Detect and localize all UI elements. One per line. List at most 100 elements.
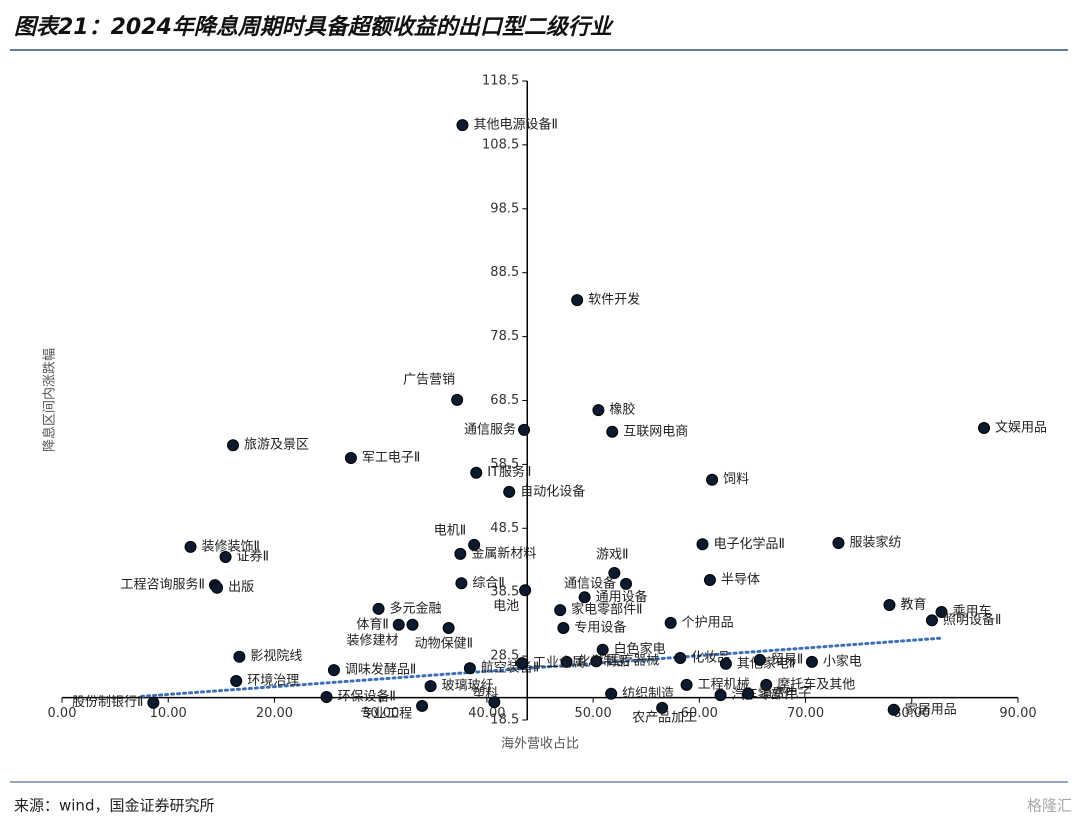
point-label: 装修建材 <box>347 633 399 648</box>
point <box>696 538 709 551</box>
source: 来源：wind，国金证券研究所 <box>14 797 214 815</box>
point <box>518 423 531 436</box>
point <box>680 678 693 691</box>
x-tick-label: 30.00 <box>362 706 399 721</box>
point-label: 工程机械 <box>698 677 750 692</box>
point-label: 白色家电 <box>614 641 666 657</box>
point-label: 塑料 <box>472 687 498 702</box>
y-tick-label: 48.5 <box>490 521 519 536</box>
point-label: 调味发酵品Ⅱ <box>345 662 416 678</box>
point <box>935 606 948 619</box>
point-label: 照明设备Ⅱ <box>943 612 1001 628</box>
point <box>590 655 603 668</box>
y-tick-label: 88.5 <box>490 265 519 280</box>
point <box>211 581 224 594</box>
point-label: 医疗器械 <box>607 654 659 669</box>
point <box>554 604 567 617</box>
y-tick-label: 58.5 <box>490 457 519 472</box>
point-label: 综合Ⅱ <box>472 576 504 591</box>
point-label: 服装家纺 <box>849 534 901 550</box>
x-tick-label: 70.00 <box>787 706 824 721</box>
point <box>219 551 232 564</box>
y-tick-label: 68.5 <box>490 393 519 408</box>
point <box>468 538 481 551</box>
point-label: 教育 <box>900 596 926 612</box>
title: 图表21：2024年降息周期时具备超额收益的出口型二级行业 <box>14 14 615 40</box>
point-label: 贸易Ⅱ <box>771 652 803 667</box>
point-label: 其他家电Ⅱ <box>737 655 795 671</box>
point-label: 玻璃玻纤 <box>442 679 494 694</box>
point-label: 影视院线 <box>250 649 302 664</box>
x-tick-label: 10.00 <box>150 706 187 721</box>
point <box>233 650 246 663</box>
point <box>557 621 570 634</box>
point <box>470 466 483 479</box>
point <box>571 294 584 307</box>
point-label: 纺织制造 <box>622 686 674 701</box>
point <box>578 591 591 604</box>
point-label: 家电零部件Ⅱ <box>571 602 642 618</box>
point <box>978 421 991 434</box>
y-axis-label: 降息区间内涨跌幅 <box>42 348 58 452</box>
point <box>442 621 455 634</box>
x-tick-label: 20.00 <box>256 706 293 721</box>
point <box>714 689 727 702</box>
point-label: 橡胶 <box>609 402 635 418</box>
point-label: 动物保健Ⅱ <box>415 636 473 651</box>
point-label: 广告营销 <box>403 372 455 387</box>
y-tick-label: 118.5 <box>482 74 519 89</box>
point-label: 电子化学品Ⅱ <box>714 536 785 552</box>
point <box>454 547 467 560</box>
point <box>883 598 896 611</box>
y-tick-label: 18.5 <box>490 713 519 728</box>
x-tick-label: 50.00 <box>575 706 612 721</box>
point-label: 证券Ⅱ <box>237 549 269 565</box>
point-label: 通用设备 <box>596 589 648 605</box>
point-label: 游戏Ⅱ <box>596 548 628 563</box>
point-label: 工程咨询服务Ⅱ <box>121 577 205 593</box>
point <box>703 574 716 587</box>
point <box>406 618 419 631</box>
point <box>456 119 469 132</box>
point-label: 自动化设备 <box>520 483 585 499</box>
trendline <box>140 636 942 698</box>
point <box>515 657 528 670</box>
point <box>424 680 437 693</box>
point-label: 军工电子Ⅱ <box>362 451 420 466</box>
point <box>760 678 773 691</box>
point-label: 专业工程 <box>360 706 412 721</box>
point-label: 通信设备 <box>564 575 616 591</box>
point-label: 摩托车及其他 <box>777 676 855 692</box>
point <box>606 425 619 438</box>
point <box>227 439 240 452</box>
point <box>560 655 573 668</box>
point <box>706 473 719 486</box>
point <box>519 584 532 597</box>
point-label: 互联网电商 <box>623 424 688 439</box>
y-tick-label: 38.5 <box>490 585 519 600</box>
point <box>488 696 501 709</box>
point-label: 工业金属 <box>533 655 585 671</box>
point-label: 化学制品 <box>578 653 630 669</box>
point <box>887 703 900 716</box>
point <box>184 540 197 553</box>
x-tick-label: 40.00 <box>468 706 505 721</box>
point-label: 家居用品 <box>905 701 957 717</box>
point-label: 通信服务 <box>464 421 516 437</box>
point-label: 多元金融 <box>390 600 442 616</box>
point-label: 装修装饰Ⅱ <box>202 539 260 554</box>
point-label: 文娱用品 <box>995 420 1047 435</box>
point <box>147 696 160 709</box>
point <box>719 657 732 670</box>
x-tick-label: 0.00 <box>48 706 77 721</box>
point-label: 消费电子 <box>759 686 811 701</box>
point-label: IT服务Ⅱ <box>487 464 531 480</box>
point-label: 电机Ⅱ <box>434 523 466 538</box>
point-label: 航空装备Ⅱ <box>481 660 539 676</box>
point-label: 环境治理 <box>247 674 299 689</box>
point-label: 软件开发 <box>588 292 640 308</box>
point <box>753 653 766 666</box>
point <box>451 393 464 406</box>
point-label: 旅游及景区 <box>244 438 309 453</box>
